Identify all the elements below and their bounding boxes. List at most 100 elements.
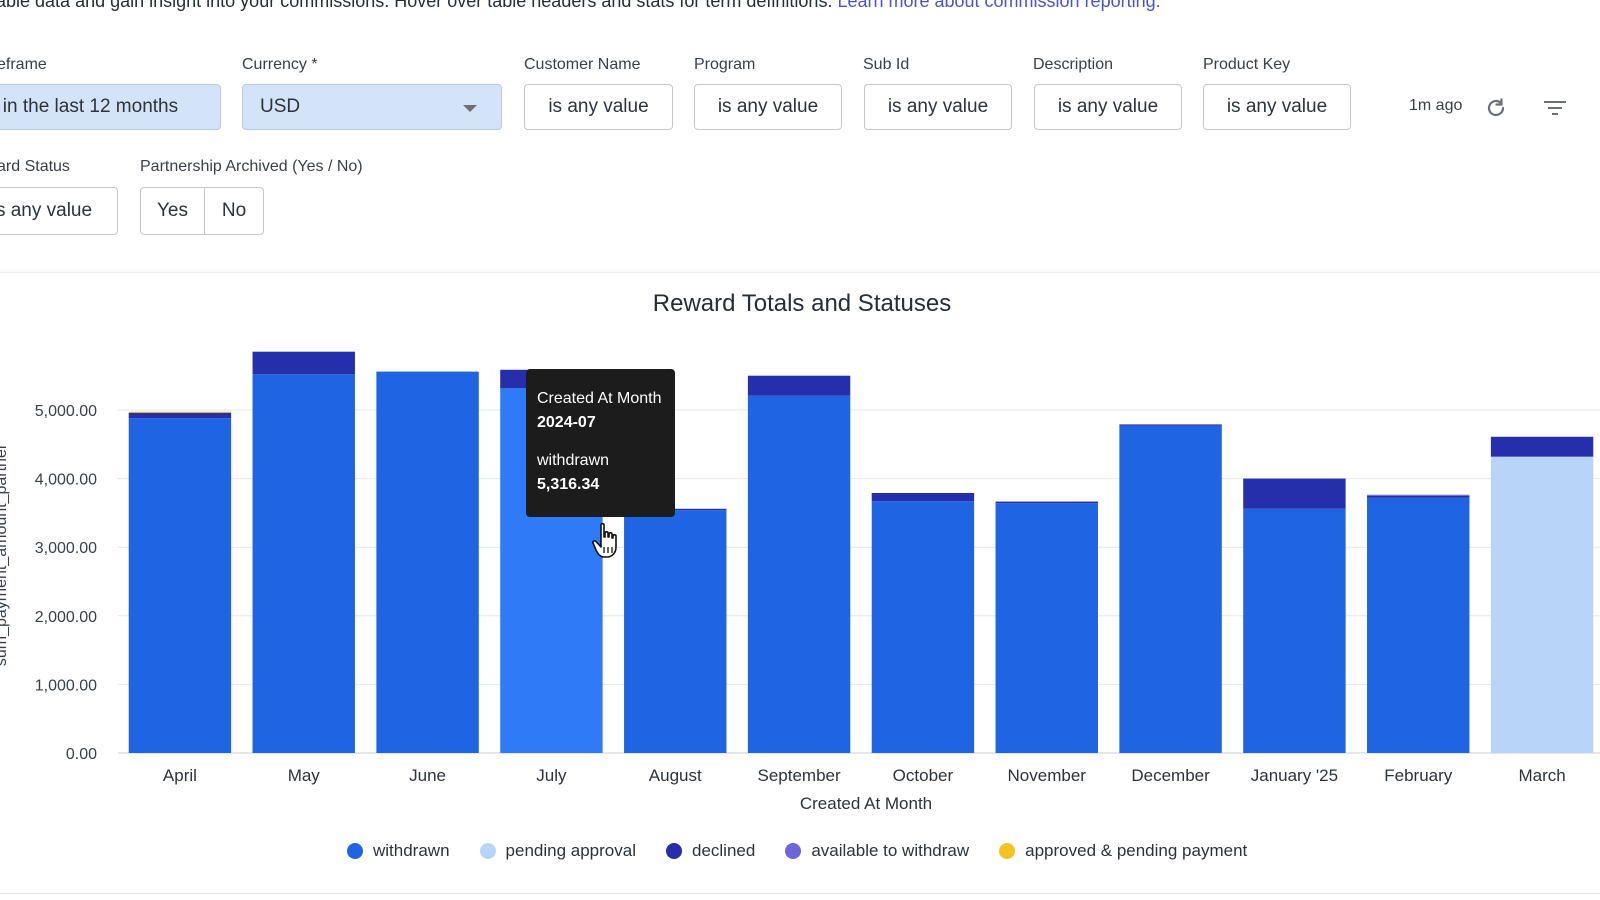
legend-dot-withdrawn (347, 843, 363, 859)
bar-september-withdrawn (747, 395, 851, 753)
x-tick-label: July (536, 766, 567, 785)
bar-september-declined (747, 375, 851, 396)
currency-label: Currency * (242, 56, 318, 73)
y-axis-label: sum_payment_amount_partner (0, 443, 10, 666)
partnership-archived-label: Partnership Archived (Yes / No) (140, 158, 363, 175)
bar-january-25-withdrawn (1243, 508, 1346, 753)
bar-june-withdrawn (376, 371, 479, 753)
reward-status-filter[interactable]: s any value (0, 187, 118, 235)
x-tick-label: December (1131, 766, 1210, 785)
legend-withdrawn[interactable]: withdrawn (347, 841, 450, 861)
chart-tooltip: Created At Month 2024-07 withdrawn 5,316… (526, 369, 675, 517)
timeframe-label: eframe (0, 56, 47, 73)
bar-october-withdrawn (871, 501, 975, 753)
timeframe-select[interactable]: s in the last 12 months (0, 84, 221, 130)
y-tick-label: 2,000.00 (35, 609, 97, 626)
customer-name-label: Customer Name (524, 56, 641, 73)
bar-august-withdrawn (624, 510, 727, 753)
bar-january-25-declined (1243, 478, 1346, 509)
product-key-value: is any value (1226, 96, 1328, 117)
x-tick-label: November (1008, 766, 1087, 785)
x-tick-label: April (163, 766, 197, 785)
sub-id-filter[interactable]: is any value (864, 84, 1012, 130)
legend-available-to-withdraw[interactable]: available to withdraw (785, 841, 969, 861)
bar-august-declined (624, 508, 727, 511)
y-tick-label: 3,000.00 (35, 540, 97, 557)
y-tick-label: 1,000.00 (35, 677, 97, 694)
bar-february-withdrawn (1367, 497, 1470, 753)
bar-april-withdrawn (128, 418, 232, 753)
legend-dot-available-to-withdraw (785, 843, 802, 859)
bar-march-pending-approval (1490, 456, 1594, 753)
legend-pending-approval[interactable]: pending approval (479, 841, 636, 861)
timeframe-value: s in the last 12 months (0, 96, 179, 117)
x-tick-label: May (288, 766, 321, 785)
bar-december-withdrawn (1119, 425, 1222, 753)
sub-id-value: is any value (887, 96, 989, 117)
reward-status-value: s any value (0, 200, 93, 221)
tooltip-series: withdrawn (537, 452, 610, 469)
archived-yes-button[interactable]: Yes (141, 188, 205, 234)
x-tick-label: March (1518, 766, 1565, 785)
bar-october-declined (871, 493, 975, 502)
tooltip-value: 5,316.34 (537, 476, 600, 493)
bar-may-declined (252, 351, 355, 375)
filter-icon[interactable] (1543, 98, 1567, 118)
x-tick-label: February (1384, 766, 1453, 785)
x-axis-label: Created At Month (800, 794, 932, 813)
tooltip-title: Created At Month (537, 390, 662, 407)
product-key-filter[interactable]: is any value (1203, 84, 1351, 130)
x-tick-label: January '25 (1251, 766, 1338, 785)
refresh-icon[interactable] (1484, 96, 1508, 120)
legend-label-withdrawn: withdrawn (373, 841, 450, 860)
legend-label-approved-pending-payment: approved & pending payment (1025, 841, 1248, 860)
hand-cursor-icon (592, 522, 617, 558)
intro-description: able data and gain insight into your com… (0, 0, 838, 11)
sub-id-label: Sub Id (863, 56, 910, 73)
legend-dot-pending-approval (479, 843, 496, 859)
legend-label-declined: declined (692, 841, 756, 860)
customer-name-value: is any value (548, 96, 649, 117)
x-tick-label: August (649, 766, 702, 785)
description-label: Description (1033, 56, 1114, 73)
legend-label-available-to-withdraw: available to withdraw (811, 841, 970, 860)
bar-december-declined (1119, 424, 1222, 426)
currency-value: USD (260, 96, 301, 117)
x-tick-label: October (893, 766, 954, 785)
chart-legend: withdrawn pending approval declined avai… (347, 841, 1247, 861)
bar-april-declined (128, 412, 232, 419)
program-filter[interactable]: is any value (694, 84, 842, 130)
legend-dot-declined (666, 843, 682, 859)
legend-approved-pending-payment[interactable]: approved & pending payment (999, 841, 1247, 861)
learn-more-link[interactable]: Learn more about commission reporting. (837, 0, 1161, 11)
legend-label-pending-approval: pending approval (505, 841, 636, 860)
bar-may-withdrawn (252, 374, 355, 753)
tooltip-month: 2024-07 (537, 414, 596, 431)
partnership-archived-toggle: Yes No (140, 187, 264, 235)
intro-text: able data and gain insight into your com… (0, 0, 1161, 12)
bar-march-declined (1490, 436, 1594, 457)
reward-status-label: ard Status (0, 158, 70, 175)
legend-dot-approved-pending-payment (999, 843, 1016, 859)
legend-declined[interactable]: declined (666, 841, 755, 861)
last-updated: 1m ago (1409, 97, 1463, 114)
currency-select[interactable]: USD (242, 84, 502, 130)
program-label: Program (694, 56, 756, 73)
description-filter[interactable]: is any value (1034, 84, 1182, 130)
x-tick-label: June (409, 766, 446, 785)
chart-title: Reward Totals and Statuses (652, 290, 952, 317)
y-tick-label: 4,000.00 (35, 472, 97, 489)
customer-name-filter[interactable]: is any value (524, 84, 673, 130)
x-tick-label: September (757, 766, 840, 785)
bar-february-available-to-withdraw (1367, 494, 1470, 496)
archived-no-button[interactable]: No (221, 200, 247, 221)
bar-april-approved-pending-payment (128, 411, 232, 413)
bar-november-withdrawn (995, 503, 1098, 753)
bar-february-declined (1367, 495, 1470, 498)
product-key-label: Product Key (1203, 56, 1291, 73)
bar-november-declined (995, 501, 1098, 504)
program-value: is any value (717, 96, 819, 117)
description-value: is any value (1057, 96, 1159, 117)
y-tick-label: 0.00 (66, 746, 97, 763)
